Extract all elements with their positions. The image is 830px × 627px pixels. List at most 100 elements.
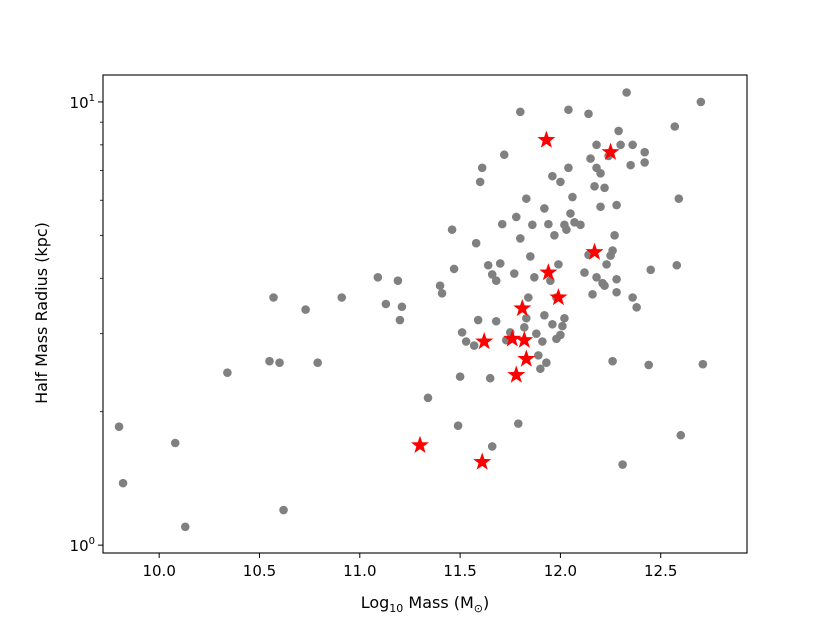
data-point xyxy=(612,200,621,210)
data-point xyxy=(600,281,609,290)
data-point xyxy=(540,311,549,320)
data-point xyxy=(608,246,617,255)
data-point xyxy=(644,360,653,370)
data-point xyxy=(180,522,190,532)
data-point xyxy=(373,273,383,282)
data-point xyxy=(616,140,625,150)
data-point xyxy=(491,276,501,286)
data-point xyxy=(674,194,684,203)
x-tick-label: 11.0 xyxy=(343,562,376,580)
data-point xyxy=(495,259,505,268)
data-point xyxy=(487,270,497,279)
data-point xyxy=(269,293,278,302)
data-point xyxy=(437,288,447,298)
data-point xyxy=(265,356,274,366)
data-point xyxy=(672,260,682,270)
data-point xyxy=(612,287,621,297)
data-point xyxy=(626,160,635,170)
x-axis-label-prefix: Log xyxy=(361,593,390,612)
data-point xyxy=(526,252,535,261)
x-tick-label: 12.5 xyxy=(644,562,677,580)
data-point xyxy=(509,269,519,278)
data-point xyxy=(596,202,605,212)
data-point xyxy=(515,107,525,117)
x-tick-label: 10.5 xyxy=(243,562,276,580)
data-point xyxy=(395,315,405,325)
star-data-point xyxy=(503,329,522,347)
data-point xyxy=(592,140,601,150)
data-point xyxy=(564,105,573,115)
data-point xyxy=(554,260,563,269)
star-data-point xyxy=(585,242,604,260)
data-point xyxy=(485,373,495,383)
data-point xyxy=(580,268,589,277)
data-point xyxy=(562,225,571,234)
x-axis-label-middle: Mass (M xyxy=(403,593,474,612)
data-point xyxy=(473,315,483,325)
star-data-point xyxy=(549,288,568,306)
data-point xyxy=(483,260,493,270)
data-point xyxy=(696,97,706,107)
data-point xyxy=(449,264,459,274)
data-point xyxy=(522,313,531,323)
data-point xyxy=(548,319,557,329)
data-point xyxy=(584,109,593,119)
plot-frame xyxy=(102,74,748,554)
y-tick-label-base: 10 xyxy=(70,537,89,555)
star-data-point xyxy=(537,130,556,148)
y-tick-label-exponent: 0 xyxy=(89,536,95,547)
y-tick-label-base: 10 xyxy=(70,94,89,112)
data-point xyxy=(469,341,479,350)
star-data-point xyxy=(515,330,534,348)
star-data-point xyxy=(410,435,430,453)
data-point xyxy=(223,368,232,377)
data-point xyxy=(337,293,347,302)
data-point xyxy=(455,372,465,381)
data-point xyxy=(461,337,471,346)
data-point xyxy=(511,212,521,222)
data-point xyxy=(640,158,649,167)
data-point xyxy=(628,140,637,150)
data-point xyxy=(556,177,565,187)
data-point xyxy=(590,182,599,191)
x-tick-label: 12.0 xyxy=(544,562,577,580)
data-point xyxy=(487,442,497,451)
data-point xyxy=(576,220,585,230)
data-point xyxy=(540,204,549,213)
data-point xyxy=(556,330,565,340)
data-point xyxy=(628,293,637,302)
data-point xyxy=(566,209,575,218)
data-point xyxy=(453,421,463,430)
data-point xyxy=(435,281,445,290)
data-point xyxy=(542,358,551,367)
data-point xyxy=(618,460,627,469)
data-point xyxy=(114,422,124,432)
x-axis-label-subscript: 10 xyxy=(389,602,403,615)
data-point xyxy=(522,194,531,203)
data-point xyxy=(393,276,403,286)
star-data-point xyxy=(513,298,532,317)
data-point xyxy=(313,358,322,367)
data-point xyxy=(491,316,501,326)
star-data-point xyxy=(475,332,494,350)
data-point xyxy=(608,356,617,366)
data-point xyxy=(534,351,543,360)
x-tick-label: 10.0 xyxy=(142,562,175,580)
data-point xyxy=(646,265,656,275)
x-axis-label-sun-symbol: ⊙ xyxy=(474,602,483,615)
data-point xyxy=(622,88,631,97)
data-point xyxy=(513,419,523,428)
data-point xyxy=(640,147,649,157)
data-point xyxy=(544,219,553,229)
data-point xyxy=(564,163,573,173)
data-point xyxy=(423,393,433,403)
data-point xyxy=(381,299,391,309)
data-point xyxy=(698,359,708,369)
y-tick-label-exponent: 1 xyxy=(89,93,95,104)
star-data-point xyxy=(539,263,558,281)
data-point xyxy=(592,273,601,282)
